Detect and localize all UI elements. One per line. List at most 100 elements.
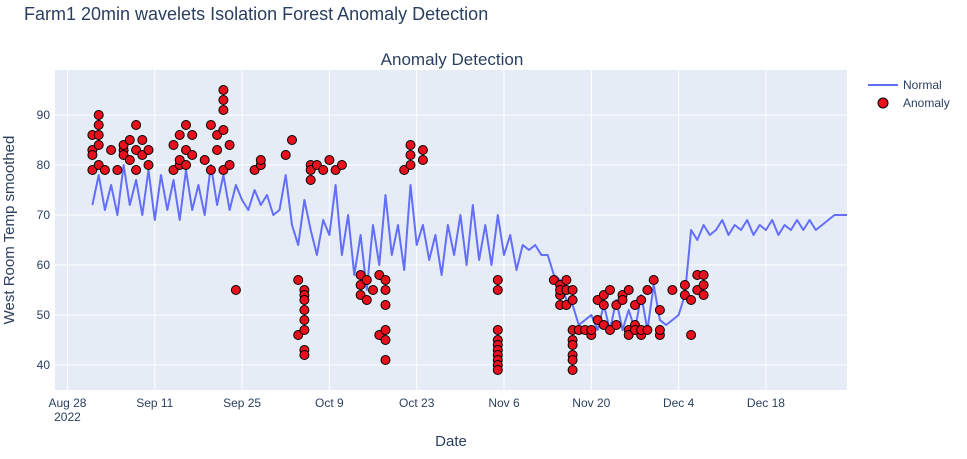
anomaly-point: [605, 285, 615, 295]
y-tick-label: 80: [37, 158, 51, 172]
anomaly-point: [299, 305, 310, 315]
anomaly-point: [137, 135, 148, 145]
anomaly-point: [686, 330, 697, 340]
anomaly-point: [93, 110, 104, 120]
anomaly-point: [224, 160, 235, 170]
anomaly-point: [131, 165, 142, 175]
anomaly-point: [380, 355, 391, 365]
anomaly-point: [93, 120, 104, 130]
anomaly-point: [492, 275, 503, 285]
chart-title: Anomaly Detection: [381, 50, 524, 69]
anomaly-point: [230, 285, 241, 295]
anomaly-point: [187, 130, 198, 140]
anomaly-point: [299, 295, 310, 305]
anomaly-point: [405, 150, 416, 160]
anomaly-point: [212, 145, 223, 155]
anomaly-point: [642, 285, 653, 295]
y-tick-label: 40: [37, 358, 51, 372]
anomaly-point: [654, 305, 665, 315]
x-tick-label: Dec 4: [663, 396, 695, 410]
anomaly-point: [623, 285, 634, 295]
anomaly-series-layer: [87, 85, 709, 375]
anomaly-point: [380, 325, 391, 335]
plot-background: [55, 70, 847, 390]
x-axis-label: Date: [435, 433, 467, 450]
x-tick-label: Sep 11: [136, 396, 173, 410]
anomaly-point: [698, 290, 709, 300]
x-tick-label: Sep 25: [223, 396, 261, 410]
anomaly-point: [698, 270, 709, 280]
anomaly-point: [361, 295, 372, 305]
anomaly-point: [417, 155, 428, 165]
x-tick-label: Oct 9: [315, 396, 344, 410]
anomaly-point: [336, 160, 347, 170]
legend-anomaly-swatch: [877, 97, 889, 109]
anomaly-point: [492, 365, 503, 375]
anomaly-point: [305, 175, 316, 185]
anomaly-point: [686, 295, 697, 305]
y-tick-label: 50: [37, 308, 51, 322]
anomaly-point: [698, 280, 709, 290]
x-tick-label: Dec 18: [747, 396, 785, 410]
anomaly-point: [187, 150, 198, 160]
anomaly-point: [174, 130, 185, 140]
anomaly-point: [112, 165, 123, 175]
anomaly-point: [636, 295, 647, 305]
legend-normal-label: Normal: [903, 78, 942, 92]
anomaly-point: [492, 285, 503, 295]
anomaly-point: [218, 105, 229, 115]
x-tick-label: Nov 20: [572, 396, 610, 410]
anomaly-point: [380, 275, 391, 285]
y-tick-label: 90: [37, 108, 51, 122]
anomaly-point: [368, 285, 378, 295]
anomaly-point: [218, 95, 229, 105]
anomaly-point: [567, 295, 578, 305]
anomaly-point: [380, 285, 391, 295]
anomaly-point: [642, 325, 653, 335]
normal-series-line: [91, 164, 847, 331]
y-tick-label: 70: [37, 208, 51, 222]
anomaly-point: [617, 295, 628, 305]
anomaly-point: [654, 325, 665, 335]
y-tick-label: 60: [37, 258, 51, 272]
anomaly-point: [181, 120, 191, 130]
anomaly-point: [405, 140, 416, 150]
anomaly-point: [361, 275, 372, 285]
anomaly-point: [417, 145, 428, 155]
anomaly-point: [93, 130, 104, 140]
anomaly-point: [143, 145, 154, 155]
anomaly-point: [567, 340, 578, 350]
anomaly-point: [380, 335, 391, 345]
page-title: Farm1 20min wavelets Isolation Forest An…: [24, 4, 489, 24]
anomaly-point: [318, 165, 329, 175]
anomaly-point: [299, 350, 310, 360]
anomaly-point: [611, 320, 622, 330]
y-axis-label: West Room Temp smoothed: [1, 136, 18, 325]
anomaly-point: [99, 165, 110, 175]
anomaly-point: [87, 150, 98, 160]
anomaly-point: [667, 285, 678, 295]
anomaly-point: [168, 140, 179, 150]
anomaly-point: [586, 325, 597, 335]
y-axis-ticks: 40 50 60 70 80 90: [37, 108, 51, 372]
x-tick-label: Aug 28: [48, 396, 86, 410]
anomaly-point: [93, 140, 104, 150]
anomaly-point: [124, 135, 135, 145]
anomaly-point: [255, 155, 266, 165]
legend-anomaly-label: Anomaly: [903, 96, 950, 110]
anomaly-point: [218, 125, 229, 135]
anomaly-point: [205, 165, 216, 175]
anomaly-point: [280, 150, 291, 160]
anomaly-point: [567, 285, 578, 295]
anomaly-point: [124, 155, 135, 165]
anomaly-point: [405, 160, 416, 170]
anomaly-point: [492, 325, 503, 335]
anomaly-point: [380, 300, 391, 310]
anomaly-point: [679, 280, 690, 290]
legend: Normal Anomaly: [868, 78, 950, 110]
anomaly-point: [287, 135, 297, 145]
anomaly-point: [293, 275, 304, 285]
anomaly-point: [299, 315, 310, 325]
